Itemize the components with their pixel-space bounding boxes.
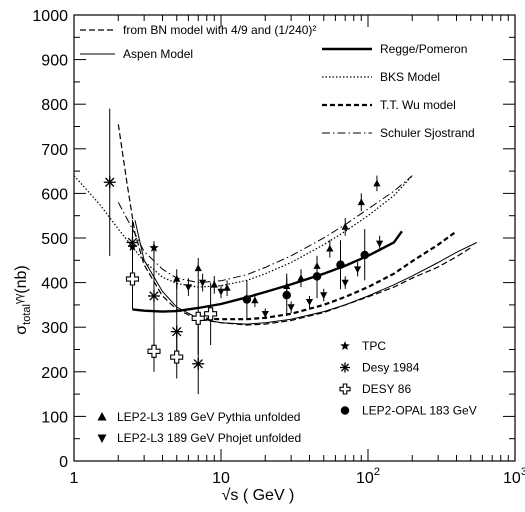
data-point-circle [336,260,345,270]
y-tick-label-800: 800 [41,97,68,114]
series-desy-86 [125,246,218,379]
data-point-open-cross [170,350,184,364]
legend-label-schuler-sjostrand: Schuler Sjostrand [380,126,475,140]
data-point-triangle-down [184,284,192,292]
curve-from-bn-model-with-4-9-and-1-240 [117,124,472,326]
legend-marker-star [340,341,350,350]
y-tick-label-200: 200 [41,365,68,382]
y-tick-label-600: 600 [41,186,68,203]
legend-marker-open-cross [339,383,351,395]
data-point-triangle-down [261,311,269,318]
data-point-open-cross [125,272,140,286]
data-point-circle [242,295,252,304]
data-point-asterisk [192,357,205,370]
legend-label-t-t-wu-model: T.T. Wu model [380,98,456,112]
y-tick-label-700: 700 [41,142,68,159]
data-point-triangle-up [194,264,202,272]
legend-label-lep2-l3-189-gev-phojet-unfolded: LEP2-L3 189 GeV Phojet unfolded [117,431,301,445]
data-point-triangle-up [373,179,381,187]
data-point-triangle-down [341,279,349,287]
data-point-triangle-up [357,198,365,206]
data-point-asterisk [147,289,160,302]
legend-marker-circle [340,406,350,415]
legend-marker-asterisk [340,362,350,373]
data-point-open-cross [191,311,205,325]
series-desy-1984 [103,108,205,395]
legend-label-aspen-model: Aspen Model [123,47,193,61]
data-point-triangle-up [297,274,305,281]
y-axis-label-sub: total [21,304,33,325]
data-point-triangle-down [305,299,314,306]
curve-aspen-model [134,220,478,325]
legend-label-from-bn-model-with-4-9-and-1-240: from BN model with 4/9 and (1/240)² [123,23,316,37]
y-tick-label-900: 900 [41,53,68,70]
legend-top-right: Regge/Pomeron BKS Model T.T. Wu model Schul… [322,42,475,140]
legend-label-bks-model: BKS Model [380,70,440,84]
curve-schuler-sjostrand [117,175,413,284]
y-tick-label-500: 500 [41,231,68,248]
legend-marker-triangle-up [97,412,107,421]
data-point-triangle-up [173,275,181,282]
curve-t-t-wu-model [198,230,458,321]
data-point-asterisk [103,176,116,189]
data-point-triangle-up [251,296,259,304]
data-point-triangle-down [376,240,384,248]
x-axis-label: √s ( GeV ) [222,487,295,504]
legend-label-regge-pomeron: Regge/Pomeron [380,42,467,56]
y-axis-label-sigma: σ [13,325,30,335]
data-point-circle [282,290,291,300]
data-point-triangle-up [223,284,231,291]
legend-markers-left: LEP2-L3 189 GeV Pythia unfolded LEP2-L3 1… [97,410,301,445]
y-axis-label: σtotalᵞᵞ(nb) [13,265,33,334]
plot-frame [73,14,516,462]
legend-label-lep2-opal-183-gev: LEP2-OPAL 183 GeV [362,404,477,418]
data-point-triangle-up [326,244,334,252]
data-point-triangle-up [210,280,218,288]
legend-marker-triangle-down [97,434,107,443]
legend-label-tpc: TPC [362,339,386,353]
legend-label-lep2-l3-189-gev-pythia-unfolded: LEP2-L3 189 GeV Pythia unfolded [117,410,300,424]
x-tick-label-10: 10 [212,470,230,487]
curve-bks-model [73,175,413,288]
x-tick-label-100: 102 [356,466,380,487]
y-tick-label-100: 100 [41,409,68,426]
legend-label-desy-1984: Desy 1984 [362,361,420,375]
data-points [103,108,384,395]
data-point-triangle-down [199,279,207,287]
y-tick-label-0: 0 [59,454,68,471]
data-point-open-cross [204,307,218,321]
y-axis-ticks: 0 100 200 300 400 500 600 700 800 900 1000 [32,8,515,471]
data-point-triangle-down [217,288,225,296]
data-point-open-cross [147,344,161,358]
legend-label-desy-86: DESY 86 [362,382,411,396]
x-tick-label-1: 1 [70,470,79,487]
data-point-triangle-down [354,266,362,274]
x-axis-ticks: 1 10 102 103 [70,15,525,487]
series-lep2-l3-189-gev-pythia-unfolded [173,175,381,308]
x-tick-label-1000: 103 [503,466,525,487]
series-lep2-l3-189-gev-phojet-unfolded [184,235,384,320]
y-tick-label-1000: 1000 [32,8,68,25]
data-point-triangle-down [287,304,295,312]
legend-markers-right: TPC Desy 1984 DESY 86 LEP2-OPAL 183 GeV [339,339,477,418]
data-point-circle [360,250,369,260]
y-tick-label-400: 400 [41,276,68,293]
y-axis-label-rest: ᵞᵞ(nb) [13,265,30,304]
y-tick-label-300: 300 [41,320,68,337]
data-point-triangle-up [283,282,291,289]
data-point-triangle-up [313,262,321,269]
data-point-asterisk [126,236,139,249]
data-point-triangle-down [320,292,328,300]
legend-top-left: from BN model with 4/9 and (1/240)² Aspen… [80,23,316,61]
series-lep2-opal-183-gev [242,229,369,319]
data-point-triangle-up [341,222,349,230]
data-point-circle [312,272,322,281]
model-curves [73,124,478,326]
